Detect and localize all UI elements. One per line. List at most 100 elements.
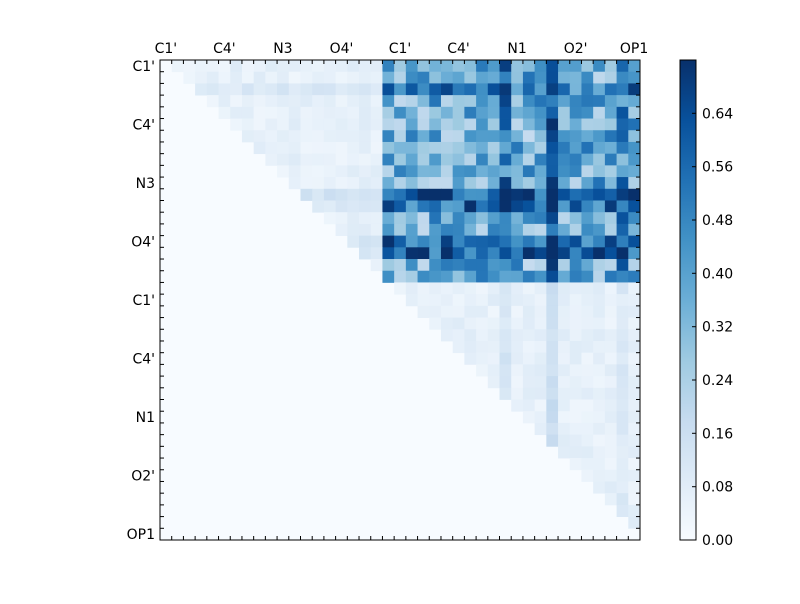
heatmap-cell — [581, 364, 594, 377]
heatmap-cell — [206, 71, 219, 84]
heatmap-cell — [230, 95, 243, 108]
heatmap-cell — [546, 259, 559, 272]
heatmap-cell — [604, 130, 617, 143]
heatmap-cell — [628, 376, 641, 389]
heatmap-cell — [511, 305, 524, 318]
heatmap-cell — [370, 141, 383, 155]
heatmap-cell — [253, 71, 266, 84]
heatmap-cell — [440, 71, 454, 84]
heatmap-cell — [241, 83, 255, 96]
heatmap-cell — [464, 141, 477, 155]
heatmap-cell — [370, 71, 383, 84]
heatmap-cell — [323, 153, 337, 166]
heatmap-cell — [440, 60, 454, 73]
heatmap-cell — [499, 329, 512, 342]
heatmap-cell — [499, 212, 512, 225]
heatmap-cell — [382, 60, 395, 73]
heatmap-cell — [616, 504, 629, 517]
heatmap-cell — [546, 165, 559, 178]
heatmap-cell — [558, 376, 571, 389]
heatmap-cell — [487, 106, 500, 119]
heatmap-cell — [511, 294, 524, 307]
heatmap-cell — [476, 329, 489, 342]
heatmap-cell — [546, 364, 559, 377]
heatmap-cell — [452, 200, 465, 213]
heatmap-cell — [487, 212, 500, 225]
heatmap-cell — [405, 95, 418, 108]
heatmap-cell — [253, 83, 266, 96]
heatmap-cell — [546, 305, 559, 318]
heatmap-cell — [323, 177, 337, 190]
heatmap-cell — [487, 305, 500, 318]
heatmap-cell — [616, 364, 629, 377]
heatmap-cell — [359, 118, 372, 131]
heatmap-cell — [347, 83, 360, 96]
heatmap-cell — [534, 399, 547, 412]
heatmap-cell — [417, 235, 430, 248]
heatmap-cell — [569, 282, 582, 295]
heatmap-cell — [569, 165, 582, 178]
heatmap-cell — [476, 71, 489, 84]
heatmap-cell — [499, 376, 512, 389]
heatmap-cell — [464, 95, 477, 108]
heatmap-cell — [476, 177, 489, 190]
heatmap-cell — [569, 188, 582, 201]
heatmap-cell — [558, 130, 571, 143]
heatmap-cell — [534, 376, 547, 389]
heatmap-cell — [511, 95, 524, 108]
heatmap-cell — [593, 130, 606, 143]
heatmap-cell — [382, 71, 395, 84]
heatmap-cell — [581, 270, 594, 283]
heatmap-cell — [440, 177, 454, 190]
heatmap-cell — [558, 118, 571, 131]
heatmap-cell — [546, 387, 559, 400]
heatmap-cell — [604, 422, 617, 436]
heatmap-cell — [382, 130, 395, 143]
heatmap-cell — [476, 188, 489, 201]
heatmap-cell — [534, 165, 547, 178]
heatmap-cell — [312, 200, 325, 213]
heatmap-cell — [522, 188, 536, 201]
heatmap-cell — [604, 399, 617, 412]
heatmap-cell — [487, 130, 500, 143]
heatmap-cell — [382, 212, 395, 225]
heatmap-cell — [616, 411, 629, 424]
heatmap-cell — [265, 153, 278, 166]
heatmap-cell — [604, 364, 617, 377]
heatmap-cell — [546, 118, 559, 131]
heatmap-cell — [581, 177, 594, 190]
heatmap-cell — [604, 352, 617, 365]
heatmap-cell — [405, 118, 418, 131]
heatmap-cell — [546, 434, 559, 447]
heatmap-cell — [628, 352, 641, 365]
heatmap-cell — [323, 141, 337, 155]
heatmap-cell — [476, 270, 489, 283]
heatmap-cell — [546, 60, 559, 73]
heatmap-cell — [487, 95, 500, 108]
heatmap-cell — [429, 294, 442, 307]
heatmap-cell — [417, 270, 430, 283]
heatmap-cell — [487, 118, 500, 131]
heatmap-cell — [370, 259, 383, 272]
heatmap-cell — [417, 141, 430, 155]
heatmap-cell — [241, 60, 255, 73]
x-tick-label: OP1 — [620, 41, 648, 57]
heatmap-cell — [511, 83, 524, 96]
heatmap-cell — [569, 376, 582, 389]
heatmap-cell — [335, 130, 348, 143]
heatmap-cell — [312, 95, 325, 108]
heatmap-cell — [604, 446, 617, 459]
heatmap-cell — [604, 71, 617, 84]
heatmap-cell — [546, 317, 559, 330]
heatmap-cell — [487, 376, 500, 389]
heatmap-cell — [581, 469, 594, 482]
y-tick-label: N1 — [136, 410, 155, 426]
heatmap-cell — [452, 235, 465, 248]
heatmap-cell — [593, 212, 606, 225]
heatmap-cell — [195, 83, 208, 96]
heatmap-cell — [628, 83, 641, 96]
heatmap-cell — [417, 106, 430, 119]
heatmap-cell — [522, 223, 536, 237]
heatmap-cell — [312, 60, 325, 73]
heatmap-cell — [288, 165, 301, 178]
